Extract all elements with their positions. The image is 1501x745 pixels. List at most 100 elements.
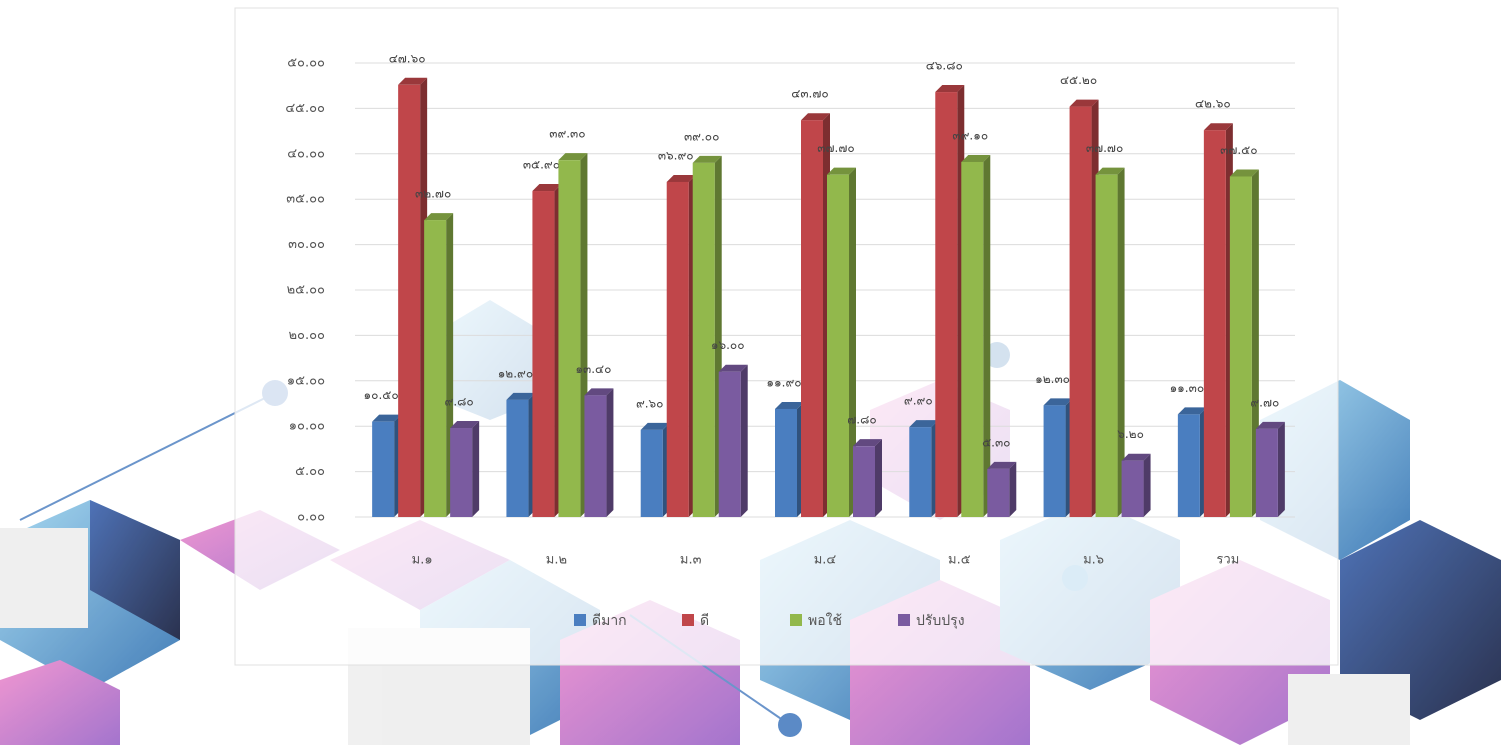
x-tick-label: ม.๕ [948,553,971,568]
bar-side [849,167,856,517]
bar-side [1009,461,1017,517]
bar-side [606,388,614,517]
y-tick-label: ๒๕.๐๐ [287,283,325,298]
bar-top [450,421,480,429]
value-label: ๖.๒๐ [1117,427,1144,441]
y-tick-label: ๔๕.๐๐ [285,101,325,116]
bar [935,92,958,517]
bar [1121,460,1144,517]
bar [450,428,473,517]
x-tick-label: ม.๔ [814,553,837,568]
value-label: ๓๕.๙๐ [523,158,560,172]
value-label: ๕.๓๐ [982,435,1010,449]
bar-side [740,364,748,517]
value-label: ๔๕.๒๐ [1060,73,1097,87]
bar [718,371,741,517]
legend-label: ดีมาก [592,613,627,629]
bar [1229,176,1252,517]
x-tick-label: ม.๑ [412,553,433,568]
y-tick-label: ๐.๐๐ [297,510,325,525]
bar-top [1203,123,1233,131]
bar-top [584,388,614,396]
bar [827,174,849,517]
value-label: ๓๖.๙๐ [658,148,694,162]
bar-top [666,174,696,182]
value-label: ๙.๙๐ [904,394,933,408]
bar [909,427,932,517]
y-tick-label: ๕๐.๐๐ [287,56,325,71]
value-label: ๑๒.๙๐ [498,366,533,380]
value-label: ๓๙.๓๐ [549,127,585,141]
bar-top [1121,453,1151,461]
bar-top [1069,99,1099,107]
bar-top [801,113,830,121]
legend-label: ดี [700,613,709,629]
bar [1043,405,1066,517]
bar [853,446,875,517]
bar-top [532,184,562,192]
bar-top [424,213,454,221]
value-label: ๑๒.๓๐ [1035,372,1070,386]
y-tick-label: ๒๐.๐๐ [288,328,325,343]
x-tick-label: ม.๒ [546,553,567,568]
bar-side [472,421,480,517]
bar [1203,130,1226,517]
bar-top [1255,421,1285,429]
bar-side [1143,453,1151,517]
bar-top [961,154,991,162]
value-label: ๑๑.๙๐ [766,375,801,389]
value-label: ๑๐.๕๐ [364,388,399,402]
bar [801,120,823,517]
x-tick-label: ม.๖ [1083,553,1104,568]
bar [692,162,715,517]
bar [1255,428,1278,517]
bar-side [875,439,882,517]
bar [558,160,581,517]
legend-swatch [682,614,694,626]
x-tick-label: รวม [1216,553,1239,568]
bar [1177,414,1200,517]
bar-top [506,392,536,400]
legend-swatch [790,614,802,626]
bar [1069,106,1092,518]
value-label: ๙.๗๐ [1250,395,1279,409]
bar-top [718,364,748,372]
value-label: ๓๙.๐๐ [684,129,719,143]
bar-top [640,422,670,430]
value-label: ๗.๘๐ [847,413,876,427]
bar-top [987,461,1017,469]
value-label: ๓๗.๕๐ [1220,143,1257,157]
value-label: ๓๗.๗๐ [1086,141,1123,155]
legend-swatch [574,614,586,626]
value-label: ๓๒.๗๐ [415,187,451,201]
value-label: ๓๗.๗๐ [817,141,854,155]
y-tick-label: ๑๐.๐๐ [289,419,325,434]
bar-top [1177,407,1207,415]
value-label: ๔๒.๖๐ [1195,97,1231,111]
bar-top [1043,398,1073,406]
bar [1095,174,1118,517]
bar [987,468,1010,517]
bar-side [983,154,991,518]
y-tick-label: ๕.๐๐ [295,464,325,479]
bar-top [909,420,939,428]
value-label: ๙.๘๐ [445,395,474,409]
legend-label: พอใช้ [808,612,842,629]
bar [584,395,607,517]
bar [775,408,797,517]
bar-top [398,77,428,85]
value-label: ๔๖.๘๐ [926,59,963,73]
bar-top [853,439,882,447]
bar-top [558,153,588,161]
plot: ๐.๐๐ ๕.๐๐ ๑๐.๐๐ ๑๕.๐๐ ๒๐.๐๐ ๒๕.๐๐ ๓๐.๐๐ ๓๕.๐๐ ๔๐… [285,51,1295,629]
bar [398,84,421,518]
value-label: ๔๓.๗๐ [791,87,828,101]
value-label: ๑๖.๐๐ [711,338,745,352]
bar [666,181,689,517]
value-label: ๓๙.๑๐ [952,128,988,142]
value-label: ๙.๖๐ [636,396,664,410]
bar-side [1117,167,1125,517]
legend-swatch [898,614,910,626]
